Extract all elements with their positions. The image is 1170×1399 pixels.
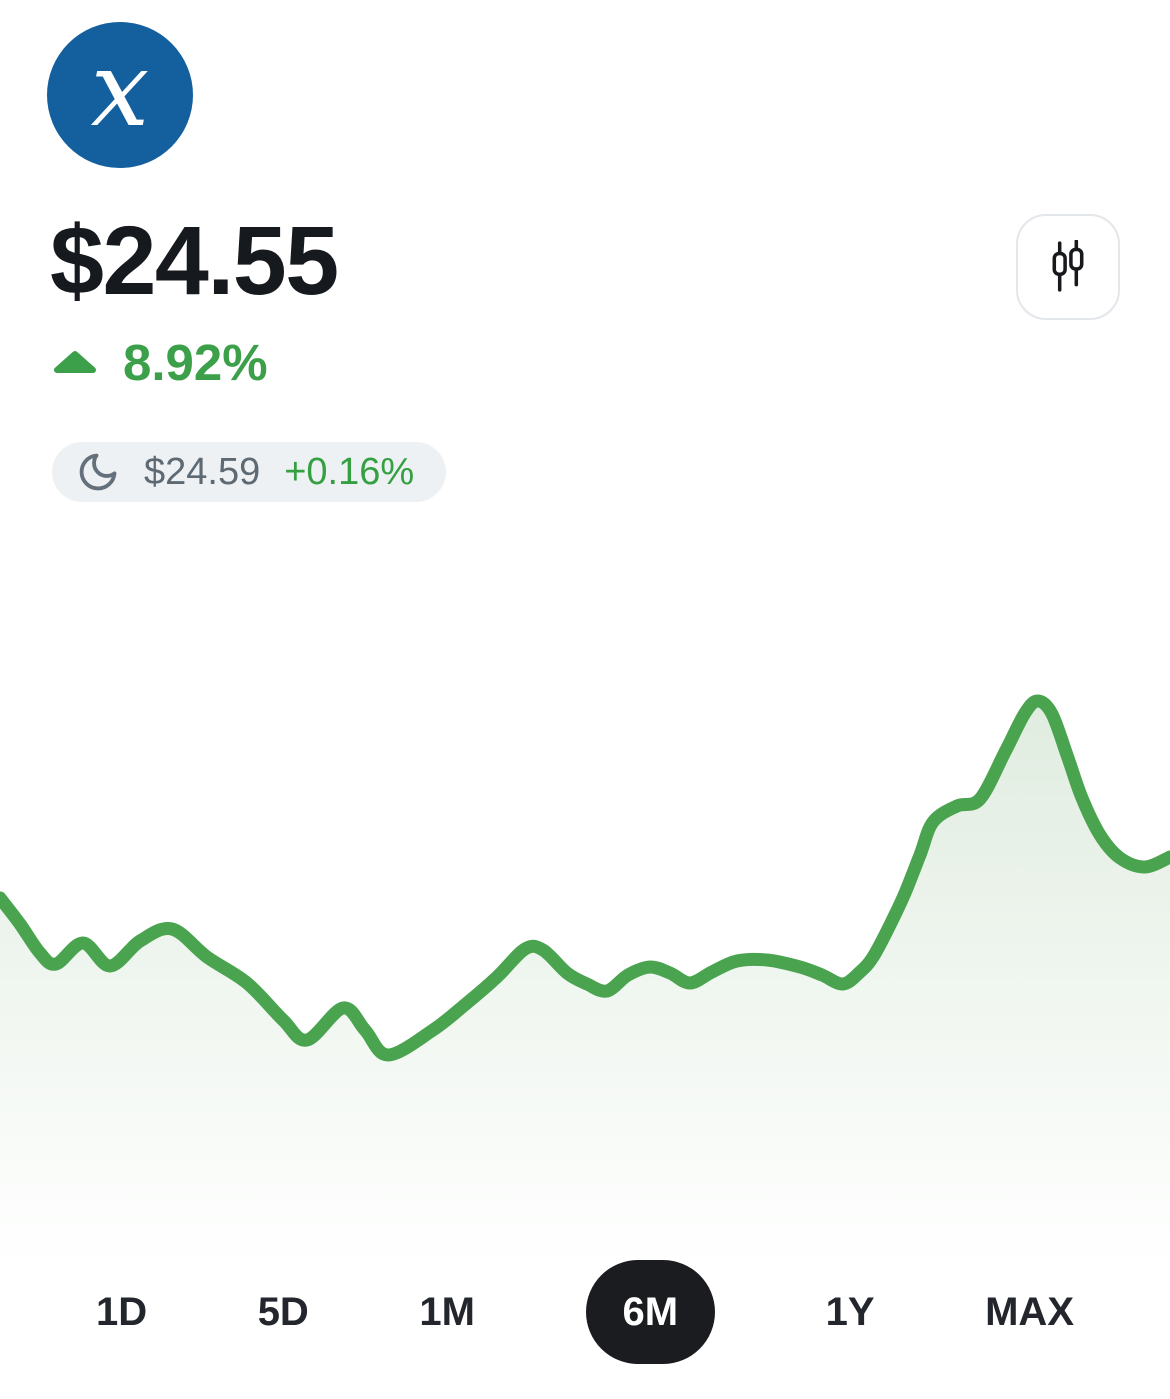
current-price: $24.55 — [50, 206, 339, 315]
price-change-row: 8.92% — [53, 336, 268, 388]
after-hours-badge: $24.59 +0.16% — [52, 442, 447, 502]
moon-icon — [76, 450, 120, 494]
up-triangle-icon — [53, 350, 97, 374]
logo-letter: x — [90, 28, 150, 150]
tab-1m[interactable]: 1M — [419, 1290, 475, 1334]
tab-6m[interactable]: 6M — [585, 1260, 716, 1364]
candlestick-toggle-button[interactable] — [1016, 214, 1120, 320]
time-range-tabs: 1D 5D 1M 6M 1Y MAX — [0, 1252, 1170, 1372]
stock-logo: x — [47, 22, 193, 168]
candlestick-icon — [1049, 240, 1087, 294]
change-percent: 8.92% — [123, 333, 268, 391]
tab-1d[interactable]: 1D — [96, 1290, 148, 1334]
tab-1y[interactable]: 1Y — [825, 1290, 875, 1334]
tab-5d[interactable]: 5D — [257, 1290, 309, 1334]
chart-price-line — [0, 694, 1170, 1062]
after-hours-change: +0.16% — [284, 450, 415, 493]
tab-max[interactable]: MAX — [985, 1290, 1074, 1334]
chart-area-fill — [0, 700, 1170, 1290]
after-hours-price: $24.59 — [144, 450, 261, 493]
